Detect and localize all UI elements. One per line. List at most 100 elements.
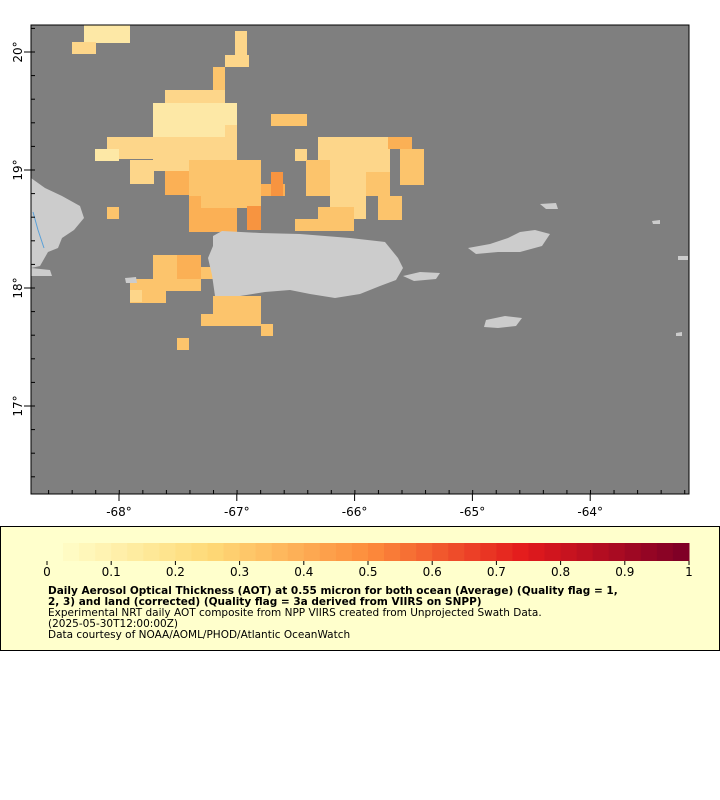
colorbar-step (464, 543, 481, 561)
aot-cells (72, 25, 424, 350)
x-tick-label: -66° (342, 505, 368, 519)
colorbar-step (95, 543, 112, 561)
aot-cell (165, 171, 189, 195)
colorbar-step (47, 543, 64, 561)
colorbar-tick-label: 0.6 (423, 565, 442, 579)
colorbar-step (448, 543, 465, 561)
colorbar-tick-label: 0.8 (551, 565, 570, 579)
colorbar-step (592, 543, 610, 561)
colorbar-tick-label: 0.3 (230, 565, 249, 579)
colorbar-step (287, 543, 305, 561)
aot-cell (201, 314, 225, 326)
aot-cell (261, 324, 273, 336)
colorbar-step (63, 543, 80, 561)
colorbar-step (544, 543, 562, 561)
colorbar-step (111, 543, 128, 561)
colorbar-step (672, 543, 690, 561)
map-frame (30, 24, 690, 495)
colorbar-tick-label: 0.5 (358, 565, 377, 579)
aot-cell (271, 172, 283, 196)
colorbar-step (432, 543, 449, 561)
aot-cell (153, 103, 237, 137)
colorbar-step (496, 543, 513, 561)
aot-cell (177, 338, 189, 350)
aot-cell (354, 207, 366, 219)
aot-cell (306, 160, 330, 196)
colorbar-step (528, 543, 546, 561)
colorbar-step (608, 543, 626, 561)
colorbar-tick-label: 0.9 (615, 565, 634, 579)
x-tick-label: -64° (577, 505, 603, 519)
colorbar-tick-label: 1 (685, 565, 693, 579)
colorbar-step (416, 543, 433, 561)
x-tick-label: -65° (460, 505, 486, 519)
x-tick-label: -68° (106, 505, 132, 519)
colorbar-step (207, 543, 225, 561)
aot-cell (400, 149, 424, 185)
aot-cell (213, 67, 225, 91)
colorbar-step (335, 543, 353, 561)
legend-title: Daily Aerosol Optical Thickness (AOT) at… (48, 585, 618, 597)
colorbar-step (624, 543, 642, 561)
colorbar-tick-label: 0.2 (166, 565, 185, 579)
y-tick-label: 20° (11, 41, 25, 62)
aot-cell (295, 219, 319, 231)
colorbar-tick-label: 0 (43, 565, 51, 579)
aot-cell (366, 172, 390, 196)
aot-cell (388, 137, 412, 149)
colorbar-tick-label: 0.7 (487, 565, 506, 579)
colorbar-step (79, 543, 96, 561)
colorbar-step (640, 543, 658, 561)
colorbar-step (400, 543, 417, 561)
legend-note: (2025-05-30T12:00:00Z) (48, 618, 178, 630)
aot-cell (177, 255, 201, 279)
land (31, 178, 688, 336)
axes: -68° -67° -66° -65° -64° 20° 19° 18° 17° (11, 27, 686, 519)
colorbar-step (223, 543, 241, 561)
aot-cell (330, 172, 366, 208)
colorbar-step (512, 543, 529, 561)
aot-cell (72, 42, 96, 54)
aot-cell (95, 149, 119, 161)
colorbar-step (255, 543, 273, 561)
colorbar-step (560, 543, 578, 561)
colorbar-step (384, 543, 401, 561)
aot-cell (247, 206, 261, 230)
colorbar-step (368, 543, 385, 561)
aot-cell (378, 196, 402, 220)
colorbar-step (656, 543, 674, 561)
colorbar-tick-label: 0.4 (294, 565, 313, 579)
legend-title: 2, 3) and land (corrected) (Quality flag… (48, 596, 482, 608)
colorbar-step (143, 543, 160, 561)
aot-cell (130, 290, 142, 302)
colorbar: 0 0.1 0.2 0.3 0.4 0.5 0.6 0.7 0.8 0.9 1 (43, 543, 693, 579)
y-tick-label: 17° (11, 395, 25, 416)
aot-cell (271, 114, 307, 126)
y-tick-label: 18° (11, 277, 25, 298)
colorbar-step (303, 543, 321, 561)
colorbar-step (576, 543, 594, 561)
colorbar-step (159, 543, 176, 561)
river (32, 211, 45, 249)
y-tick-label: 19° (11, 159, 25, 180)
aot-cell (318, 207, 354, 231)
legend-text: Daily Aerosol Optical Thickness (AOT) at… (48, 585, 618, 641)
colorbar-tick-label: 0.1 (102, 565, 121, 579)
aot-cell (165, 90, 225, 104)
aot-cell (225, 55, 249, 67)
colorbar-step (319, 543, 337, 561)
aot-cell (201, 267, 213, 279)
colorbar-step (271, 543, 289, 561)
aot-cell (225, 125, 237, 137)
aot-cell (235, 31, 247, 55)
aot-cell (84, 25, 130, 43)
x-tick-label: -67° (224, 505, 250, 519)
aot-cell (237, 160, 261, 208)
aot-cell (130, 160, 154, 184)
colorbar-step (480, 543, 497, 561)
colorbar-step (351, 543, 369, 561)
colorbar-step (175, 543, 192, 561)
legend-note: Experimental NRT daily AOT composite fro… (48, 607, 542, 619)
